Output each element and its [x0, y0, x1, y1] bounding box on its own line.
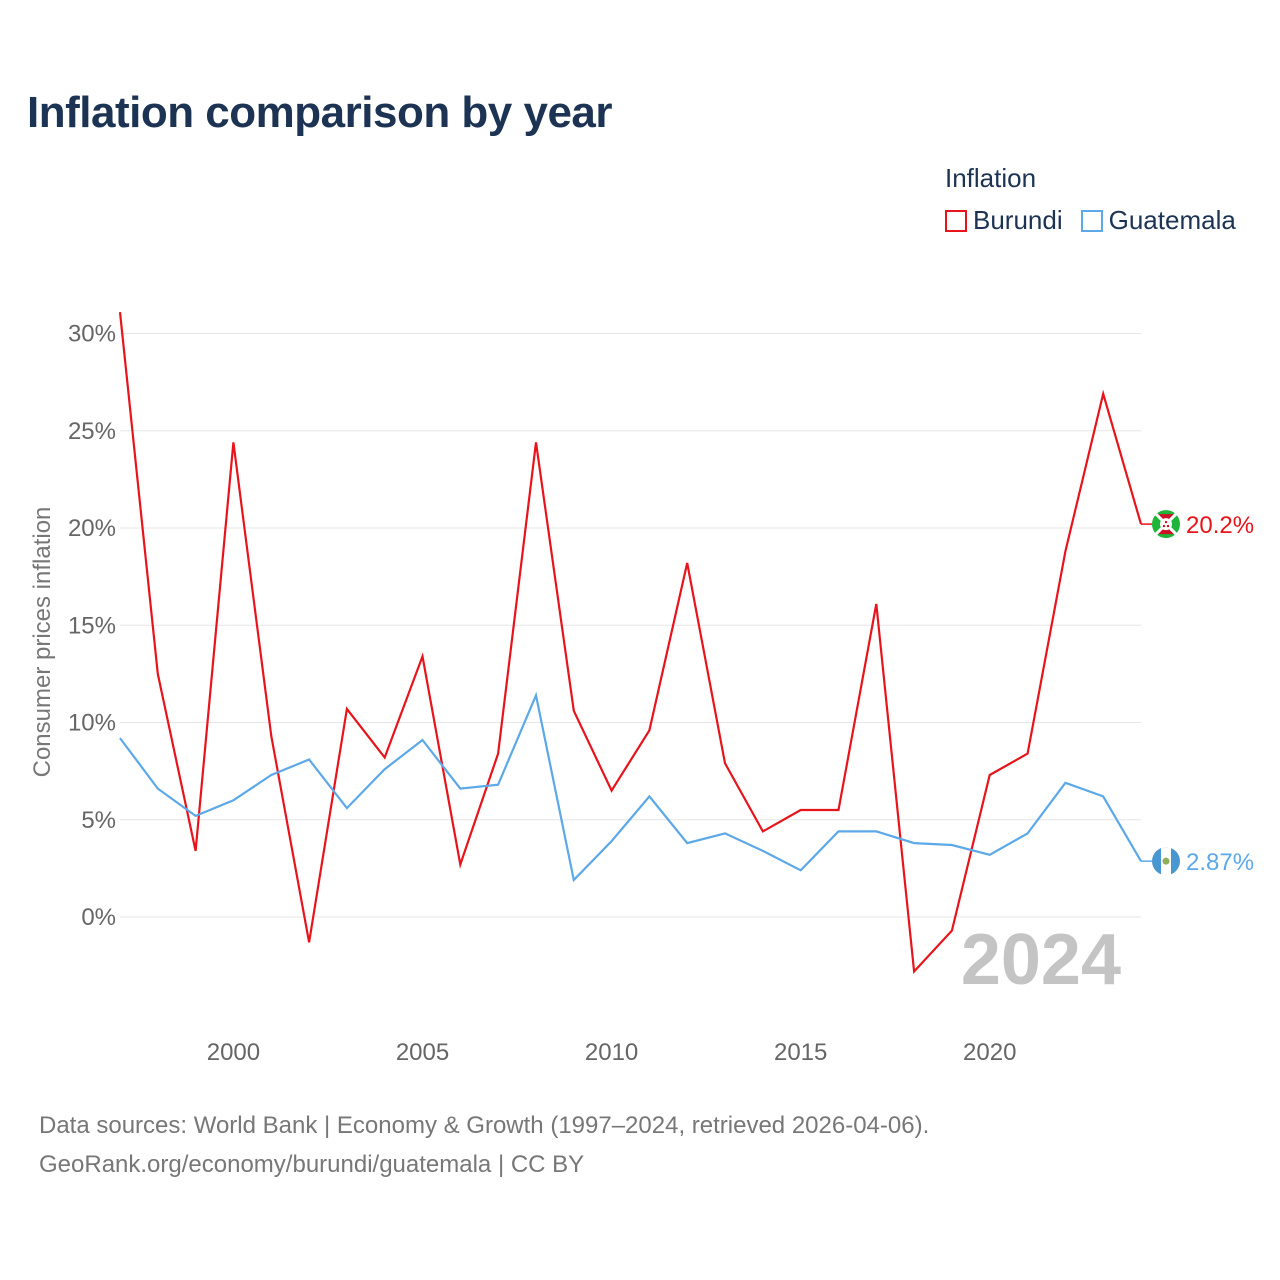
- series-line-burundi[interactable]: [118, 311, 1143, 975]
- source-line-1: Data sources: World Bank | Economy & Gro…: [39, 1112, 930, 1139]
- end-value-label-guatemala: 2.87%: [1186, 849, 1254, 876]
- legend-item-guatemala[interactable]: Guatemala: [1080, 205, 1236, 236]
- y-tick-label: 10%: [68, 710, 116, 737]
- y-tick-label: 25%: [68, 418, 116, 445]
- source-note: Data sources: World Bank | Economy & Gro…: [39, 1106, 929, 1184]
- series-line-guatemala[interactable]: [119, 691, 1142, 883]
- end-markers: 20.2% 2.87%: [1141, 509, 1254, 876]
- flag-icon-burundi: [1150, 509, 1182, 540]
- y-tick-label: 5%: [81, 807, 116, 834]
- series-lines: [118, 311, 1143, 975]
- year-watermark: 2024: [961, 920, 1121, 1000]
- y-tick-label: 0%: [81, 904, 116, 931]
- legend-label-guatemala: Guatemala: [1108, 205, 1236, 235]
- x-tick-label: 2000: [207, 1039, 260, 1066]
- x-tick-labels: 2000 2005 2010 2015 2020: [207, 1039, 1017, 1066]
- legend-label-burundi: Burundi: [973, 205, 1063, 235]
- legend-item-burundi[interactable]: Burundi: [945, 205, 1063, 236]
- x-tick-label: 2020: [963, 1039, 1016, 1066]
- end-value-label-burundi: 20.2%: [1186, 512, 1254, 539]
- legend-swatch-guatemala: [1080, 209, 1103, 232]
- y-tick-labels: 0% 5% 10% 15% 20% 25% 30%: [68, 321, 116, 932]
- legend: Burundi Guatemala: [945, 205, 1254, 236]
- y-tick-label: 30%: [68, 321, 116, 348]
- y-tick-label: 20%: [68, 515, 116, 542]
- x-tick-label: 2005: [396, 1039, 449, 1066]
- y-tick-label: 15%: [68, 612, 116, 639]
- x-tick-label: 2010: [585, 1039, 638, 1066]
- grid-lines: [120, 333, 1141, 918]
- chart-title: Inflation comparison by year: [27, 88, 613, 137]
- x-tick-label: 2015: [774, 1039, 827, 1066]
- flag-icon-guatemala: [1152, 847, 1180, 876]
- y-axis-label: Consumer prices inflation: [29, 507, 56, 778]
- legend-swatch-burundi: [945, 209, 967, 232]
- source-line-2[interactable]: GeoRank.org/economy/burundi/guatemala | …: [39, 1151, 585, 1178]
- legend-title: Inflation: [945, 163, 1037, 193]
